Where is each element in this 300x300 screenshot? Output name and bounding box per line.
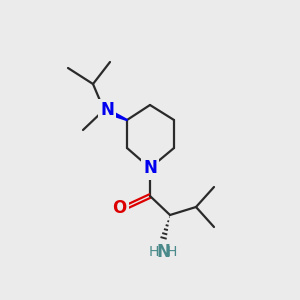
Polygon shape (103, 107, 127, 121)
Text: H: H (167, 245, 177, 259)
Text: H: H (149, 245, 159, 259)
Text: N: N (143, 159, 157, 177)
Text: N: N (156, 243, 170, 261)
Text: N: N (100, 101, 114, 119)
Text: O: O (112, 199, 126, 217)
